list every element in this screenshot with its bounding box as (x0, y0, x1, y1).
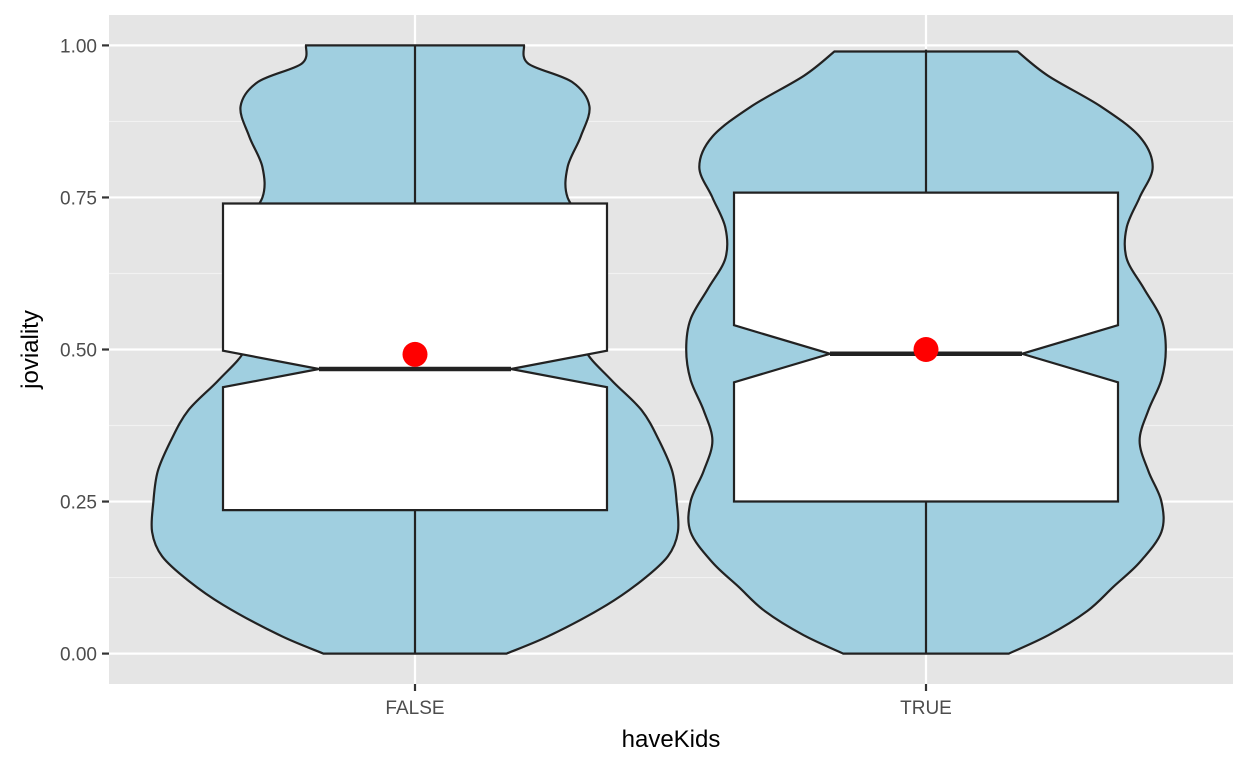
mean-point (913, 337, 939, 362)
axis-layer: 0.00 0.25 0.50 0.75 1.00 FALSE TRUE (60, 36, 952, 719)
mean-point (402, 341, 428, 367)
y-tick-label: 0.00 (60, 645, 97, 666)
y-tick-label: 0.25 (60, 493, 97, 514)
x-axis-title: haveKids (622, 726, 721, 753)
mean-layer (402, 337, 939, 367)
x-tick-label: FALSE (385, 698, 444, 719)
y-tick-label: 1.00 (60, 36, 97, 57)
y-tick-label: 0.75 (60, 188, 97, 209)
y-tick-label: 0.50 (60, 341, 97, 362)
y-axis-title: joviality (17, 310, 44, 390)
x-tick-label: TRUE (900, 698, 952, 719)
